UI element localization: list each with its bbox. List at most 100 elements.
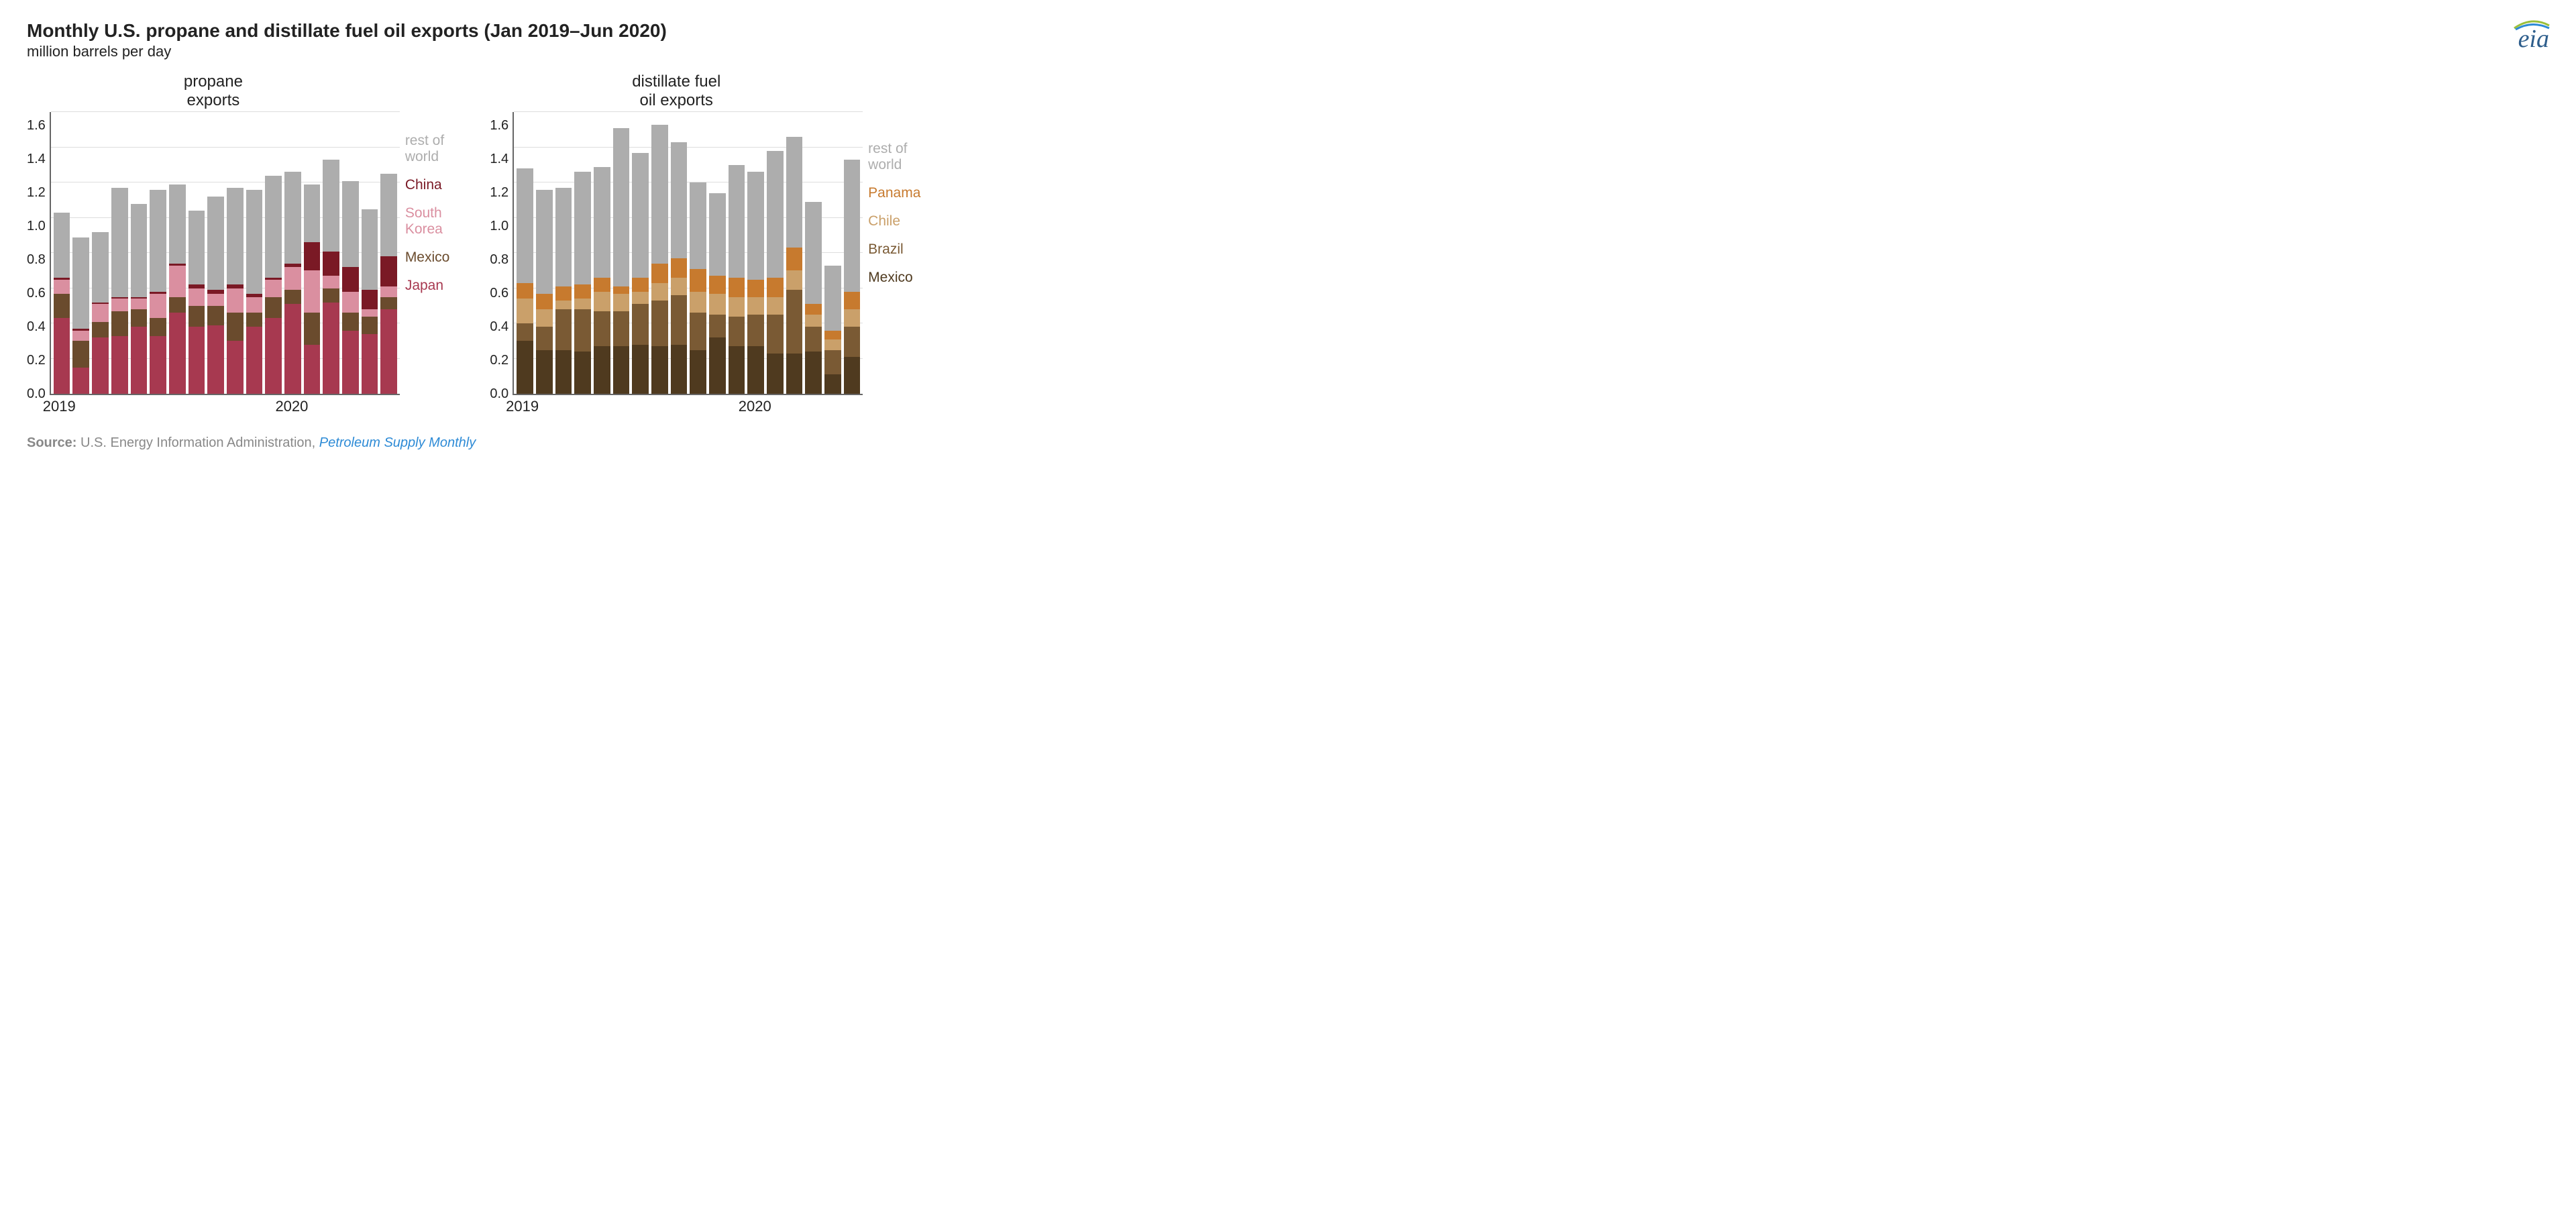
seg-skorea	[54, 280, 70, 294]
source-text: U.S. Energy Information Administration,	[80, 435, 315, 450]
chart-subtitle: million barrels per day	[27, 43, 667, 60]
seg-mexico	[362, 317, 378, 334]
seg-japan	[342, 331, 359, 394]
seg-row	[265, 176, 282, 278]
x-axis-right: 20192020	[513, 398, 861, 418]
seg-mexico	[111, 311, 128, 336]
seg-chile	[844, 309, 861, 327]
plot-right	[513, 112, 863, 395]
seg-chile	[555, 301, 572, 309]
seg-mexico	[747, 346, 764, 394]
seg-china	[342, 267, 359, 292]
seg-row	[131, 204, 148, 297]
title-block: Monthly U.S. propane and distillate fuel…	[27, 20, 667, 60]
seg-mexico	[284, 290, 301, 304]
seg-row	[54, 213, 70, 278]
seg-row	[284, 172, 301, 264]
seg-mexico	[150, 318, 166, 335]
seg-mexico	[767, 354, 784, 394]
y-tick: 1.2	[490, 186, 508, 199]
seg-mexico	[207, 306, 224, 325]
seg-china	[362, 290, 378, 309]
bar	[54, 213, 70, 394]
bar	[574, 172, 591, 394]
seg-row	[517, 168, 533, 283]
seg-row	[246, 190, 263, 294]
seg-skorea	[131, 299, 148, 309]
seg-chile	[747, 297, 764, 315]
seg-chile	[786, 270, 803, 290]
source-link[interactable]: Petroleum Supply Monthly	[319, 435, 476, 450]
seg-panama	[671, 258, 688, 278]
seg-chile	[594, 292, 610, 311]
legend-right: rest of worldPanamaChileBrazilMexico	[863, 72, 920, 354]
chart-left: propane exports 0.00.20.40.60.81.01.21.4…	[27, 72, 400, 418]
eia-swoosh-icon	[2513, 19, 2551, 31]
bar	[227, 188, 244, 394]
seg-skorea	[246, 297, 263, 313]
seg-mexico	[805, 352, 822, 394]
seg-chile	[536, 309, 553, 327]
bar	[72, 237, 89, 394]
seg-chile	[517, 299, 533, 323]
seg-row	[729, 165, 745, 278]
seg-row	[150, 190, 166, 292]
x-tick: 2020	[739, 398, 771, 415]
y-tick: 0.6	[27, 286, 46, 300]
seg-panama	[517, 283, 533, 299]
seg-skorea	[265, 280, 282, 297]
y-tick: 0.4	[490, 320, 508, 333]
bar	[594, 167, 610, 394]
seg-panama	[805, 304, 822, 315]
seg-brazil	[594, 311, 610, 347]
seg-brazil	[690, 313, 706, 350]
seg-china	[304, 242, 321, 270]
legend-item-mexico: Mexico	[868, 270, 920, 286]
seg-japan	[72, 368, 89, 394]
plot-left	[50, 112, 400, 395]
bar	[805, 202, 822, 394]
legend-item-brazil: Brazil	[868, 242, 920, 258]
seg-brazil	[805, 327, 822, 352]
seg-mexico	[786, 354, 803, 394]
seg-brazil	[729, 317, 745, 347]
seg-panama	[709, 276, 726, 293]
seg-chile	[729, 297, 745, 317]
seg-brazil	[824, 350, 841, 375]
seg-japan	[284, 304, 301, 394]
bar	[613, 128, 630, 394]
seg-panama	[574, 284, 591, 299]
y-tick: 1.0	[27, 219, 46, 233]
charts-row: propane exports 0.00.20.40.60.81.01.21.4…	[27, 72, 2549, 418]
seg-brazil	[786, 290, 803, 354]
seg-skorea	[92, 304, 109, 321]
y-tick: 0.2	[27, 354, 46, 367]
seg-row	[574, 172, 591, 284]
y-tick: 1.6	[27, 119, 46, 132]
seg-brazil	[555, 309, 572, 350]
seg-china	[380, 256, 397, 286]
y-tick: 0.8	[27, 253, 46, 266]
bar	[786, 137, 803, 394]
seg-japan	[323, 303, 339, 394]
seg-japan	[92, 337, 109, 394]
seg-row	[555, 188, 572, 286]
seg-skorea	[380, 286, 397, 297]
seg-row	[844, 160, 861, 292]
seg-mexico	[574, 352, 591, 394]
bar	[189, 211, 205, 394]
seg-skorea	[169, 266, 186, 297]
seg-row	[632, 153, 649, 278]
seg-japan	[380, 309, 397, 394]
seg-chile	[824, 339, 841, 350]
seg-japan	[111, 336, 128, 394]
bar	[131, 204, 148, 394]
seg-brazil	[844, 327, 861, 357]
chart-right-title: distillate fuel oil exports	[632, 72, 720, 109]
y-tick: 0.8	[490, 253, 508, 266]
seg-skorea	[189, 288, 205, 306]
seg-skorea	[342, 292, 359, 313]
seg-row	[380, 174, 397, 256]
y-tick: 0.2	[490, 354, 508, 367]
bar	[709, 193, 726, 394]
